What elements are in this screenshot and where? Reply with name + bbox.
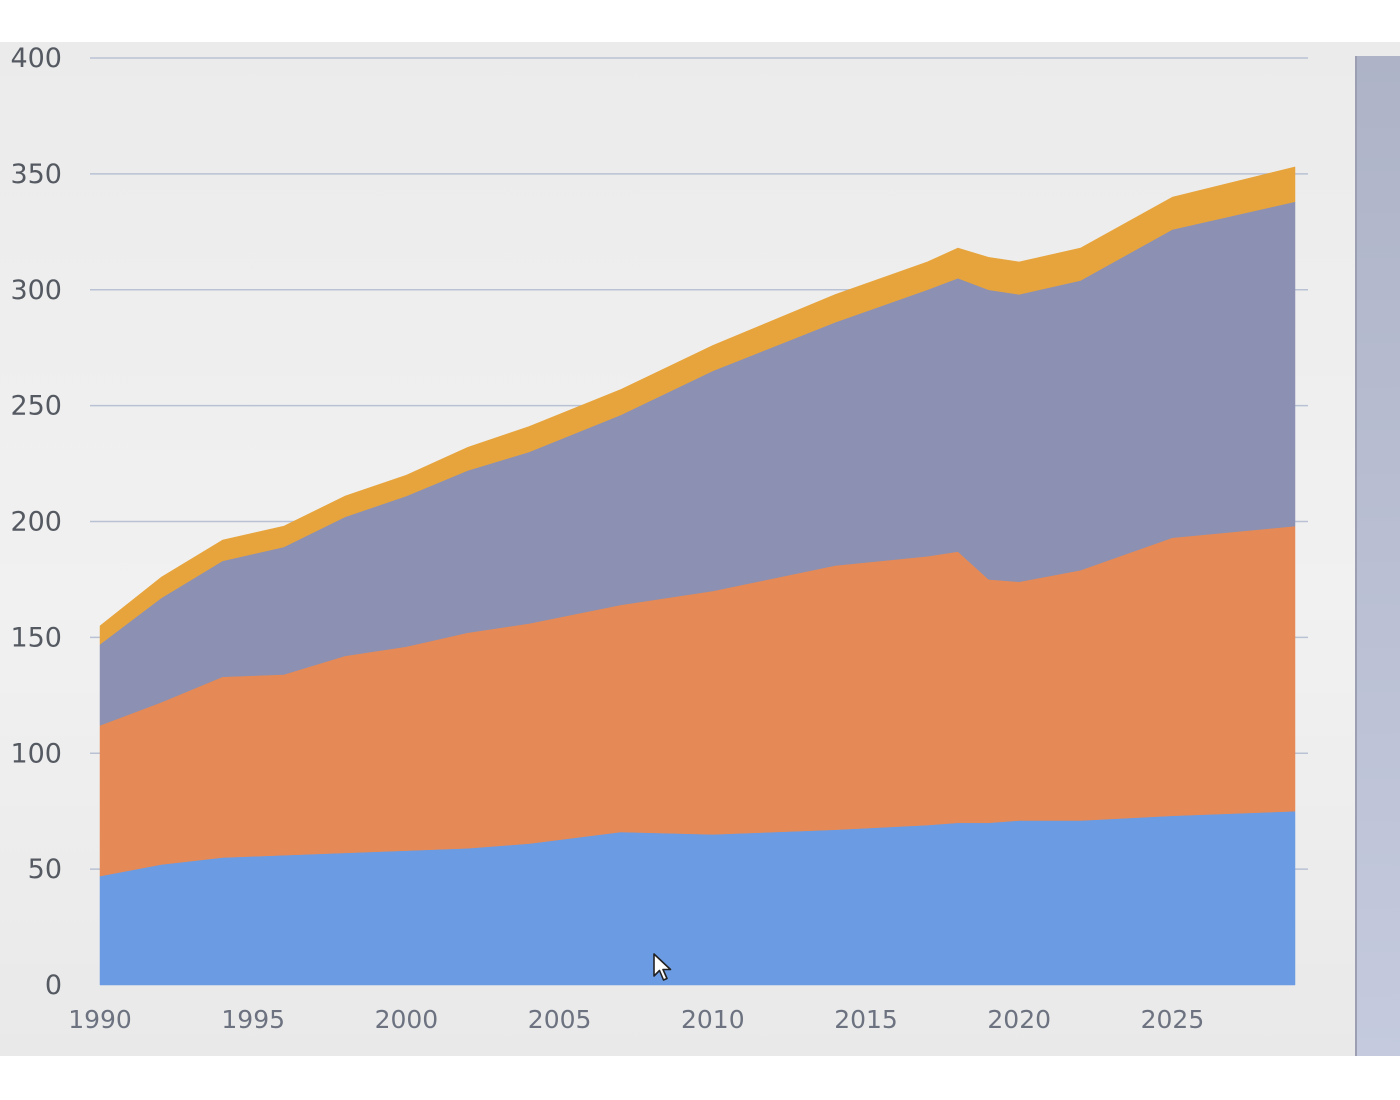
x-tick-label: 2015 [834,1005,898,1034]
area-series [99,166,1296,986]
x-tick-label: 1995 [221,1005,285,1034]
x-axis-ticks: 1990 1995 2000 2005 2010 2015 2020 2025 [68,1005,1204,1034]
y-axis-ticks: 0 50 100 150 200 250 300 350 400 [10,43,62,1001]
x-tick-label: 2005 [528,1005,592,1034]
y-tick-label: 300 [10,275,62,306]
y-tick-label: 400 [10,43,62,74]
y-tick-label: 150 [10,622,62,653]
x-tick-label: 1990 [68,1005,132,1034]
area-series-4 [99,166,1296,645]
photo-bottom-border [0,1056,1400,1100]
y-tick-label: 50 [28,854,62,885]
x-tick-label: 2010 [681,1005,745,1034]
y-tick-label: 200 [10,507,62,538]
photo-top-border [0,0,1400,42]
x-tick-label: 2025 [1141,1005,1205,1034]
x-tick-label: 2020 [987,1005,1051,1034]
x-tick-label: 2000 [375,1005,439,1034]
y-tick-label: 350 [10,159,62,190]
y-tick-label: 100 [10,738,62,769]
side-panel [1355,56,1400,1056]
y-tick-label: 250 [10,391,62,422]
mouse-cursor-icon [653,953,672,981]
y-tick-label: 0 [45,970,62,1001]
